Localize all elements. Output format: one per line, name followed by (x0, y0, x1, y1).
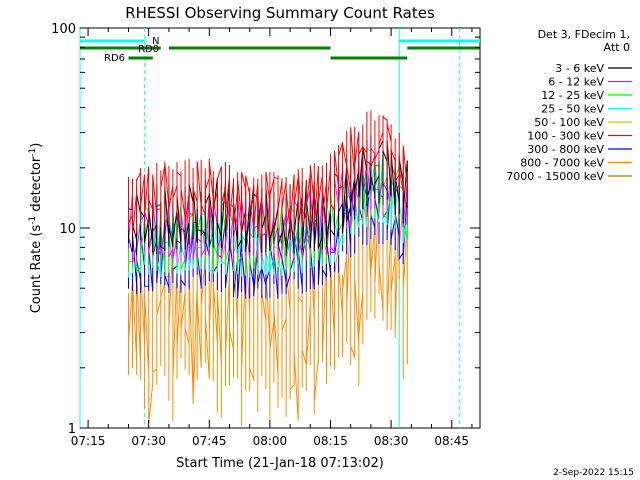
legend-label: 800 - 7000 keV (520, 157, 604, 170)
legend-title-line2: Att 0 (604, 41, 630, 54)
y-axis-label: Count Rate (s-1 detector-1) (28, 143, 44, 314)
x-tick-label: 07:15 (71, 434, 106, 448)
legend-label: 7000 - 15000 keV (506, 170, 604, 183)
legend-label: 100 - 300 keV (527, 130, 604, 143)
series-layer (128, 110, 408, 426)
x-tick-label: 07:45 (192, 434, 227, 448)
legend-label: 3 - 6 keV (555, 62, 604, 75)
x-tick-label: 08:30 (374, 434, 409, 448)
chart-title: RHESSI Observing Summary Count Rates (125, 4, 435, 22)
axis-layer: 07:15 07:30 07:45 08:00 08:15 08:30 08:45 1 10 10… (51, 22, 480, 448)
series-line-0 (128, 135, 408, 256)
y-tick-label: 10 (59, 222, 76, 237)
y-tick-label: 1 (68, 422, 76, 437)
series-line-5 (128, 110, 408, 238)
legend-label: 50 - 100 keV (534, 116, 604, 129)
y-tick-label: 100 (51, 22, 76, 37)
legend-label: 25 - 50 keV (541, 103, 604, 116)
annotation-label-rd0: RD0 (138, 44, 159, 55)
series-line-7 (128, 176, 408, 426)
x-tick-label: 08:45 (434, 434, 469, 448)
x-tick-label: 07:30 (131, 434, 166, 448)
annotation-label-n: N (152, 36, 159, 47)
legend-label: 6 - 12 keV (548, 76, 604, 89)
footer-date: 2-Sep-2022 15:15 (553, 468, 634, 478)
legend-title-line1: Det 3, FDecim 1, (538, 28, 630, 41)
series-line-6 (128, 168, 408, 299)
annotation-label-rd6: RD6 (104, 53, 125, 64)
x-tick-label: 08:00 (253, 434, 288, 448)
x-axis-label: Start Time (21-Jan-18 07:13:02) (176, 456, 384, 471)
legend-label: 12 - 25 keV (541, 89, 604, 102)
legend-label: 300 - 800 keV (527, 143, 604, 156)
x-tick-label: 08:15 (313, 434, 348, 448)
